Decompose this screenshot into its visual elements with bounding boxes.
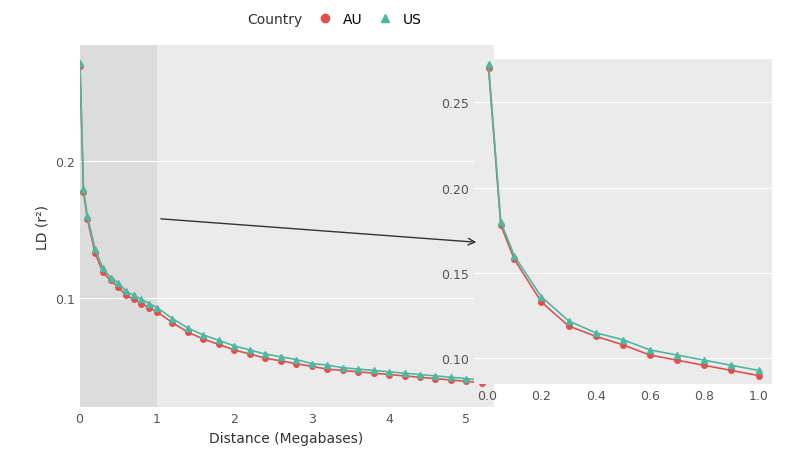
AU <box>75 64 84 69</box>
US <box>121 289 131 294</box>
US <box>229 344 239 349</box>
US <box>276 354 286 360</box>
US <box>168 316 178 322</box>
US <box>462 376 471 382</box>
AU <box>183 330 193 335</box>
AU <box>431 376 440 382</box>
US <box>338 365 347 371</box>
US <box>353 367 363 372</box>
AU <box>98 270 107 275</box>
US <box>369 368 378 374</box>
US <box>199 332 209 338</box>
US <box>83 214 92 219</box>
US <box>322 363 332 368</box>
US <box>447 375 456 380</box>
AU <box>384 372 394 377</box>
AU <box>291 361 301 367</box>
AU <box>369 370 378 376</box>
US <box>114 281 123 286</box>
US <box>90 247 100 252</box>
US <box>75 61 84 67</box>
Line: AU: AU <box>77 64 485 386</box>
AU <box>276 358 286 364</box>
US <box>79 187 88 192</box>
AU <box>400 373 409 379</box>
US <box>416 372 425 377</box>
AU <box>168 320 178 326</box>
US <box>129 293 139 299</box>
US <box>400 370 409 376</box>
US <box>431 373 440 379</box>
AU <box>245 351 255 357</box>
Legend: Country, AU, US: Country, AU, US <box>209 7 427 32</box>
Y-axis label: LD (r²): LD (r²) <box>35 205 49 249</box>
AU <box>462 379 471 384</box>
AU <box>229 347 239 353</box>
AU <box>152 309 162 315</box>
AU <box>322 367 332 372</box>
Line: US: US <box>77 61 485 383</box>
AU <box>447 377 456 383</box>
AU <box>129 297 139 302</box>
AU <box>90 250 100 256</box>
AU <box>416 375 425 380</box>
AU <box>144 305 154 311</box>
US <box>214 338 224 344</box>
AU <box>79 189 88 195</box>
US <box>477 377 486 383</box>
AU <box>114 285 123 290</box>
US <box>384 369 394 375</box>
X-axis label: Distance (Megabases): Distance (Megabases) <box>209 431 364 445</box>
AU <box>121 293 131 299</box>
AU <box>199 337 209 342</box>
US <box>291 357 301 363</box>
Bar <box>80 46 157 407</box>
US <box>245 347 255 353</box>
AU <box>477 380 486 386</box>
AU <box>338 368 347 374</box>
US <box>260 351 270 357</box>
AU <box>353 369 363 375</box>
AU <box>106 278 115 283</box>
US <box>183 325 193 331</box>
US <box>152 305 162 311</box>
AU <box>214 342 224 348</box>
US <box>106 275 115 281</box>
US <box>137 297 146 302</box>
US <box>98 266 107 271</box>
AU <box>137 301 146 307</box>
AU <box>260 356 270 361</box>
AU <box>307 364 317 369</box>
US <box>307 361 317 367</box>
AU <box>83 217 92 222</box>
US <box>144 301 154 307</box>
